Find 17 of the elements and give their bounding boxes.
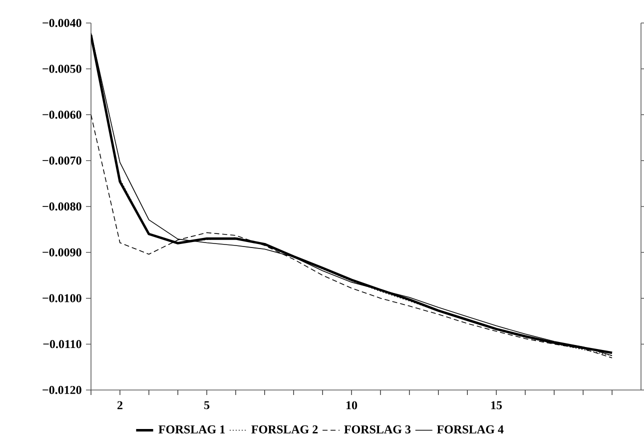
y-tick-label: −0.0090 (42, 248, 82, 256)
y-tick-label: −0.0050 (42, 64, 82, 73)
y-tick-label: −0.0110 (43, 340, 82, 348)
legend-label: FORSLAG 2 (251, 425, 318, 434)
legend-label: FORSLAG 3 (344, 425, 411, 434)
y-tick-label: −0.0070 (42, 156, 82, 165)
x-tick-label: 10 (346, 401, 358, 410)
y-tick-label: −0.0080 (42, 202, 82, 211)
legend-label: FORSLAG 4 (436, 425, 504, 434)
y-tick-label: −0.0120 (42, 386, 82, 394)
x-tick-label: 15 (491, 401, 502, 410)
legend-label: FORSLAG 1 (158, 425, 225, 434)
y-tick-label: −0.0040 (42, 18, 82, 28)
x-tick-label: 2 (117, 401, 122, 410)
x-tick-label: 5 (204, 401, 210, 410)
y-tick-label: −0.0100 (42, 294, 82, 302)
y-tick-label: −0.0060 (42, 110, 82, 119)
